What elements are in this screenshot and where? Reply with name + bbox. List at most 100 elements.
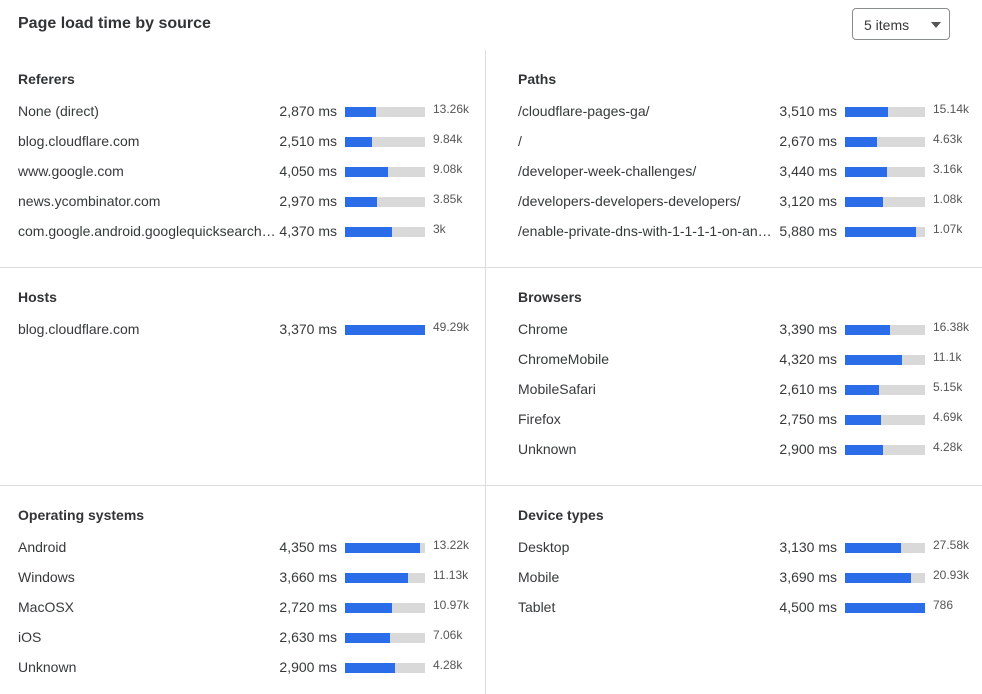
load-time-bar [345, 603, 425, 613]
list-item[interactable]: www.google.com 4,050 ms 9.08k [18, 162, 488, 183]
row-divider [0, 267, 982, 268]
list-item[interactable]: /cloudflare-pages-ga/3,510 ms 15.14k [518, 102, 982, 123]
list-item[interactable]: Tablet 4,500 ms 786 [518, 598, 982, 619]
list-item[interactable]: /developers-developers-developers/3,120 … [518, 192, 982, 213]
request-count: 4.28k [933, 440, 963, 454]
page-title: Page load time by source [18, 15, 211, 32]
item-label: com.google.android.googlequicksearchbox [18, 223, 276, 239]
items-count-dropdown[interactable]: 5 items [852, 8, 950, 40]
item-label: MobileSafari [518, 381, 596, 397]
list-item[interactable]: blog.cloudflare.com 3,370 ms 49.29k [18, 320, 488, 341]
dropdown-value: 5 items [864, 17, 910, 33]
request-count: 3k [433, 222, 446, 236]
load-time: 2,870 ms [279, 103, 337, 119]
item-label: Tablet [518, 599, 556, 615]
request-count: 27.58k [933, 538, 970, 552]
request-count: 3.85k [433, 192, 463, 206]
load-time-bar [845, 385, 925, 395]
request-count: 11.1k [933, 350, 962, 364]
item-label: ChromeMobile [518, 351, 610, 367]
list-item[interactable]: ChromeMobile 4,320 ms 11.1k [518, 350, 982, 371]
bar-fill [845, 543, 901, 553]
item-label: news.ycombinator.com [18, 193, 161, 209]
list-item[interactable]: / 2,670 ms 4.63k [518, 132, 982, 153]
bar-fill [345, 603, 393, 613]
list-item[interactable]: blog.cloudflare.com 2,510 ms 9.84k [18, 132, 488, 153]
request-count: 5.15k [933, 380, 963, 394]
load-time: 2,720 ms [279, 599, 337, 615]
list-item[interactable]: iOS 2,630 ms 7.06k [18, 628, 488, 649]
row-divider [0, 485, 982, 486]
request-count: 1.07k [933, 222, 963, 236]
bar-fill [845, 573, 911, 583]
bar-fill [845, 107, 889, 117]
load-time-bar [345, 663, 425, 673]
load-time: 3,130 ms [779, 539, 837, 555]
request-count: 13.26k [433, 102, 470, 116]
request-count: 3.16k [933, 162, 963, 176]
item-label: iOS [18, 629, 42, 645]
caret-down-icon [931, 22, 941, 28]
list-item[interactable]: Chrome 3,390 ms 16.38k [518, 320, 982, 341]
bar-fill [345, 227, 393, 237]
load-time: 4,050 ms [279, 163, 337, 179]
load-time: 2,750 ms [779, 411, 837, 427]
request-count: 4.63k [933, 132, 963, 146]
bar-fill [345, 167, 389, 177]
load-time: 3,370 ms [279, 321, 337, 337]
item-label: Firefox [518, 411, 561, 427]
list-item[interactable]: Android 4,350 ms 13.22k [18, 538, 488, 559]
list-item[interactable]: news.ycombinator.com 2,970 ms 3.85k [18, 192, 488, 213]
load-time-bar [345, 543, 425, 553]
load-time-bar [845, 227, 925, 237]
bar-fill [845, 603, 925, 613]
list-item[interactable]: com.google.android.googlequicksearchbox 4… [18, 222, 488, 243]
load-time-bar [845, 573, 925, 583]
item-label: MacOSX [18, 599, 75, 615]
item-label: Desktop [518, 539, 570, 555]
bar-fill [345, 543, 421, 553]
load-time-bar [345, 633, 425, 643]
item-label: Chrome [518, 321, 568, 337]
list-item[interactable]: Unknown 2,900 ms 4.28k [518, 440, 982, 461]
load-time: 3,660 ms [279, 569, 337, 585]
request-count: 49.29k [433, 320, 470, 334]
list-item[interactable]: Mobile 3,690 ms 20.93k [518, 568, 982, 589]
load-time-bar [345, 137, 425, 147]
list-item[interactable]: Unknown 2,900 ms 4.28k [18, 658, 488, 679]
load-time-bar [845, 355, 925, 365]
list-item[interactable]: Desktop 3,130 ms 27.58k [518, 538, 982, 559]
load-time: 2,900 ms [279, 659, 337, 675]
bar-fill [845, 137, 877, 147]
request-count: 7.06k [433, 628, 463, 642]
load-time-bar [845, 167, 925, 177]
list-item[interactable]: None (direct) 2,870 ms 13.26k [18, 102, 488, 123]
bar-fill [845, 415, 881, 425]
item-label: Unknown [518, 441, 577, 457]
list-item[interactable]: Windows 3,660 ms 11.13k [18, 568, 488, 589]
section-title: Browsers [518, 289, 582, 305]
load-time-bar [845, 137, 925, 147]
bar-fill [345, 663, 396, 673]
item-label: Mobile [518, 569, 560, 585]
load-time-bar [345, 107, 425, 117]
list-item[interactable]: /enable-private-dns-with-1-1-1-1-on-andr… [518, 222, 982, 243]
load-time: 3,440 ms [779, 163, 837, 179]
list-item[interactable]: MobileSafari 2,610 ms 5.15k [518, 380, 982, 401]
bar-fill [845, 355, 902, 365]
load-time-bar [845, 445, 925, 455]
list-item[interactable]: MacOSX 2,720 ms 10.97k [18, 598, 488, 619]
item-label: /developer-week-challenges/ [518, 163, 697, 179]
load-time: 2,610 ms [779, 381, 837, 397]
request-count: 13.22k [433, 538, 470, 552]
load-time: 2,970 ms [279, 193, 337, 209]
request-count: 4.28k [433, 658, 463, 672]
list-item[interactable]: /developer-week-challenges/3,440 ms 3.16k [518, 162, 982, 183]
load-time-bar [845, 197, 925, 207]
section-title: Paths [518, 71, 557, 87]
load-time: 3,510 ms [779, 103, 837, 119]
load-time-bar [345, 573, 425, 583]
column-divider [485, 50, 486, 694]
list-item[interactable]: Firefox 2,750 ms 4.69k [518, 410, 982, 431]
item-label: /developers-developers-developers/ [518, 193, 741, 209]
